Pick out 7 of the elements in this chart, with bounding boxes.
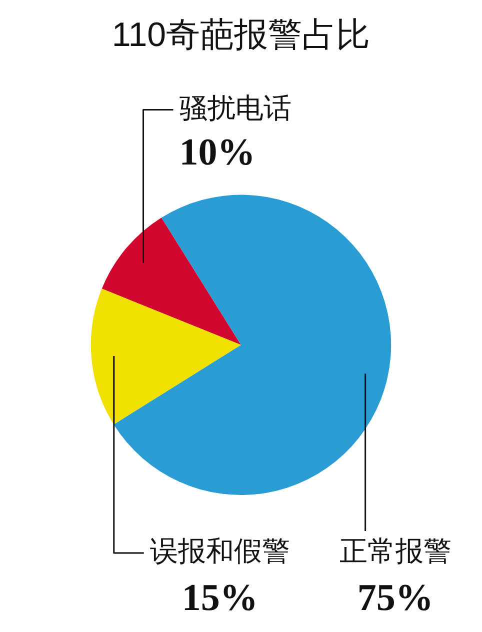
data-label: 15% (182, 576, 258, 619)
data-label: 10% (179, 132, 256, 174)
slice-label: 误报和假警 (150, 536, 290, 567)
slice-label: 骚扰电话 (179, 92, 292, 124)
data-label: 75% (357, 576, 434, 619)
slice-label: 正常报警 (339, 536, 452, 567)
chart-title: 110奇葩报警占比 (112, 16, 370, 54)
